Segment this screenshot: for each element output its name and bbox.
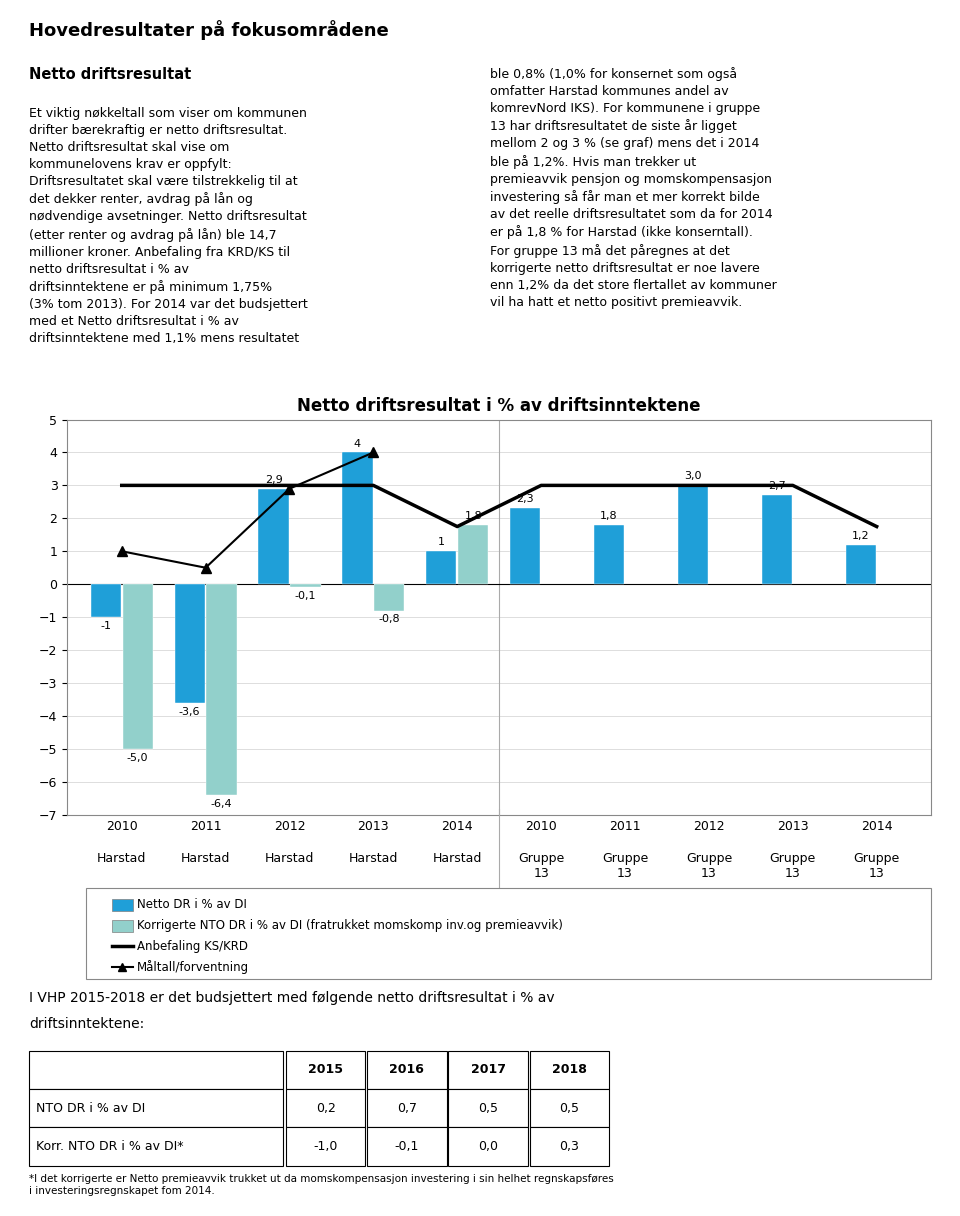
Text: 0,5: 0,5 xyxy=(478,1102,498,1115)
Bar xyxy=(530,1090,609,1127)
Bar xyxy=(367,1090,446,1127)
Text: -0,1: -0,1 xyxy=(395,1139,420,1153)
Text: Harstad: Harstad xyxy=(180,852,230,865)
Bar xyxy=(448,1051,528,1090)
Text: 1,8: 1,8 xyxy=(465,511,482,520)
Text: 2012: 2012 xyxy=(693,821,725,833)
Text: 2018: 2018 xyxy=(552,1063,587,1076)
Bar xyxy=(448,1090,528,1127)
Text: Gruppe
13: Gruppe 13 xyxy=(685,852,732,880)
Bar xyxy=(846,545,876,584)
Bar xyxy=(426,551,456,584)
Text: 2011: 2011 xyxy=(190,821,222,833)
Text: driftsinntektene:: driftsinntektene: xyxy=(29,1017,144,1031)
Text: Netto DR i % av DI: Netto DR i % av DI xyxy=(137,897,247,911)
Text: 2014: 2014 xyxy=(861,821,893,833)
Bar xyxy=(367,1051,446,1090)
Text: 2012: 2012 xyxy=(274,821,305,833)
Text: 2011: 2011 xyxy=(610,821,641,833)
Text: 2016: 2016 xyxy=(390,1063,424,1076)
Text: 2013: 2013 xyxy=(357,821,389,833)
Bar xyxy=(510,508,540,584)
Text: 1,8: 1,8 xyxy=(600,511,618,520)
Bar xyxy=(123,584,153,749)
Text: ble 0,8% (1,0% for konsernet som også
omfatter Harstad kommunes andel av
komrevN: ble 0,8% (1,0% for konsernet som også om… xyxy=(490,67,777,309)
Text: Hovedresultater på fokusområdene: Hovedresultater på fokusområdene xyxy=(29,21,389,40)
Text: 2014: 2014 xyxy=(442,821,473,833)
Bar xyxy=(286,1051,366,1090)
Text: I VHP 2015-2018 er det budsjettert med følgende netto driftsresultat i % av: I VHP 2015-2018 er det budsjettert med f… xyxy=(29,991,555,1006)
Text: 0,7: 0,7 xyxy=(396,1102,417,1115)
Bar xyxy=(530,1127,609,1165)
Text: Gruppe
13: Gruppe 13 xyxy=(770,852,816,880)
Bar xyxy=(458,525,489,584)
Bar xyxy=(29,1051,283,1090)
Text: 0,2: 0,2 xyxy=(316,1102,336,1115)
Bar xyxy=(111,899,132,912)
Text: 0,5: 0,5 xyxy=(560,1102,579,1115)
Text: Anbefaling KS/KRD: Anbefaling KS/KRD xyxy=(137,940,248,952)
Bar xyxy=(367,1127,446,1165)
Bar xyxy=(374,584,404,610)
Text: 2013: 2013 xyxy=(777,821,808,833)
Text: Gruppe
13: Gruppe 13 xyxy=(518,852,564,880)
Text: Måltall/forventning: Måltall/forventning xyxy=(137,961,250,974)
Bar xyxy=(206,584,237,795)
Text: -0,8: -0,8 xyxy=(378,614,400,625)
Text: 2,3: 2,3 xyxy=(516,495,534,505)
Text: -3,6: -3,6 xyxy=(179,706,201,716)
Text: 4: 4 xyxy=(354,439,361,449)
Text: 0,0: 0,0 xyxy=(478,1139,498,1153)
Bar xyxy=(530,1051,609,1090)
Bar xyxy=(29,1127,283,1165)
Text: -1,0: -1,0 xyxy=(314,1139,338,1153)
Text: Netto driftsresultat: Netto driftsresultat xyxy=(29,67,191,81)
Text: 2,9: 2,9 xyxy=(265,474,282,485)
Text: Korr. NTO DR i % av DI*: Korr. NTO DR i % av DI* xyxy=(36,1139,183,1153)
Bar xyxy=(29,1090,283,1127)
Bar xyxy=(111,919,132,933)
Bar xyxy=(286,1090,366,1127)
Text: 3,0: 3,0 xyxy=(684,472,702,482)
Text: Harstad: Harstad xyxy=(265,852,314,865)
Bar xyxy=(343,452,372,584)
Text: -0,1: -0,1 xyxy=(295,591,316,602)
Text: -6,4: -6,4 xyxy=(211,799,232,809)
Text: 2010: 2010 xyxy=(106,821,137,833)
Text: NTO DR i % av DI: NTO DR i % av DI xyxy=(36,1102,145,1115)
Title: Netto driftsresultat i % av driftsinntektene: Netto driftsresultat i % av driftsinntek… xyxy=(298,398,701,415)
Text: 2010: 2010 xyxy=(525,821,557,833)
Text: *I det korrigerte er Netto premieavvik trukket ut da momskompensasjon investerin: *I det korrigerte er Netto premieavvik t… xyxy=(29,1175,613,1197)
Text: 1: 1 xyxy=(438,537,444,547)
Bar xyxy=(286,1127,366,1165)
Bar xyxy=(594,525,624,584)
Text: 1,2: 1,2 xyxy=(852,530,870,541)
Text: 2015: 2015 xyxy=(308,1063,343,1076)
Text: Harstad: Harstad xyxy=(348,852,398,865)
Text: -1: -1 xyxy=(100,621,111,631)
Bar xyxy=(258,489,289,584)
Text: 0,3: 0,3 xyxy=(560,1139,579,1153)
Text: -5,0: -5,0 xyxy=(127,753,149,762)
Bar xyxy=(678,485,708,584)
Text: 2,7: 2,7 xyxy=(768,482,785,491)
Text: Et viktig nøkkeltall som viser om kommunen
drifter bærekraftig er netto driftsre: Et viktig nøkkeltall som viser om kommun… xyxy=(29,107,307,345)
Text: Harstad: Harstad xyxy=(97,852,147,865)
Bar xyxy=(90,584,121,618)
Text: Gruppe
13: Gruppe 13 xyxy=(602,852,648,880)
Bar xyxy=(290,584,321,587)
Text: Korrigerte NTO DR i % av DI (fratrukket momskomp inv.og premieavvik): Korrigerte NTO DR i % av DI (fratrukket … xyxy=(137,918,563,931)
Text: Gruppe
13: Gruppe 13 xyxy=(853,852,900,880)
Bar xyxy=(175,584,204,703)
Bar xyxy=(761,495,792,584)
Text: Harstad: Harstad xyxy=(433,852,482,865)
Bar xyxy=(448,1127,528,1165)
Text: 2017: 2017 xyxy=(470,1063,506,1076)
